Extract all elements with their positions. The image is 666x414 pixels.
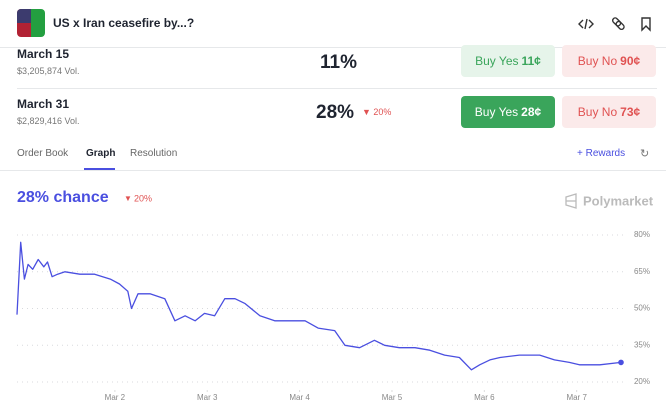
series-line [16,241,622,371]
bookmark-icon[interactable] [641,17,651,32]
chart-title: 28% chance [17,189,109,206]
y-tick-label: 80% [634,230,650,239]
divider [0,170,666,171]
button-price: 90¢ [620,54,641,68]
y-tick-label: 35% [634,340,650,349]
y-tick-label: 65% [634,267,650,276]
buy-yes-button[interactable]: Buy Yes 28¢ [461,96,555,128]
link-icon[interactable] [611,17,625,31]
market-date: March 31 [17,97,70,111]
x-tick-label: Mar 2 [105,393,126,402]
x-tick-label: Mar 4 [289,393,310,402]
market-change: ▼ 20% [362,107,392,117]
button-label: Buy Yes [475,54,519,68]
x-tick-label: Mar 6 [474,393,495,402]
buy-yes-button[interactable]: Buy Yes 11¢ [461,45,555,77]
refresh-icon[interactable]: ↻ [640,148,650,160]
market-volume: $3,205,874 Vol. [17,66,80,76]
embed-icon[interactable] [578,18,594,30]
y-tick-label: 50% [634,304,650,313]
divider [17,88,657,89]
buy-no-button[interactable]: Buy No 73¢ [562,96,656,128]
change-value: 20% [373,107,392,117]
button-price: 11¢ [521,54,541,68]
button-price: 73¢ [620,105,641,119]
market-volume: $2,829,416 Vol. [17,116,80,126]
rewards-link[interactable]: + Rewards [577,148,626,159]
x-tick-label: Mar 7 [566,393,587,402]
tab[interactable]: Resolution [130,148,178,159]
change-arrow: ▼ [124,194,132,203]
market-title: US x Iran ceasefire by...? [53,16,195,30]
y-tick-label: 20% [634,377,650,386]
market-chance: 11% [320,52,357,73]
chart-change: 20% [134,193,152,203]
tab-active[interactable]: Graph [86,148,116,159]
button-price: 28¢ [521,105,542,119]
button-label: Buy No [577,54,618,68]
x-tick-label: Mar 5 [382,393,403,402]
divider [0,47,666,48]
x-tick-label: Mar 3 [197,393,218,402]
tab[interactable]: Order Book [17,148,69,159]
buy-no-button[interactable]: Buy No 90¢ [562,45,656,77]
brand-logo [565,193,577,209]
market-date: March 15 [17,47,70,61]
header-icons [578,17,651,32]
button-label: Buy Yes [474,105,519,119]
tab-underline [84,168,115,170]
brand-name: Polymarket [583,193,654,208]
market-chance: 28% [316,102,355,123]
end-point [618,359,624,366]
thumbnail [17,9,45,37]
button-label: Buy No [577,105,618,119]
chart: 28% chance ▼ 20% Polymarket 20% 35% 50% 65%… [16,189,654,402]
rewards-label: Rewards [585,148,626,159]
